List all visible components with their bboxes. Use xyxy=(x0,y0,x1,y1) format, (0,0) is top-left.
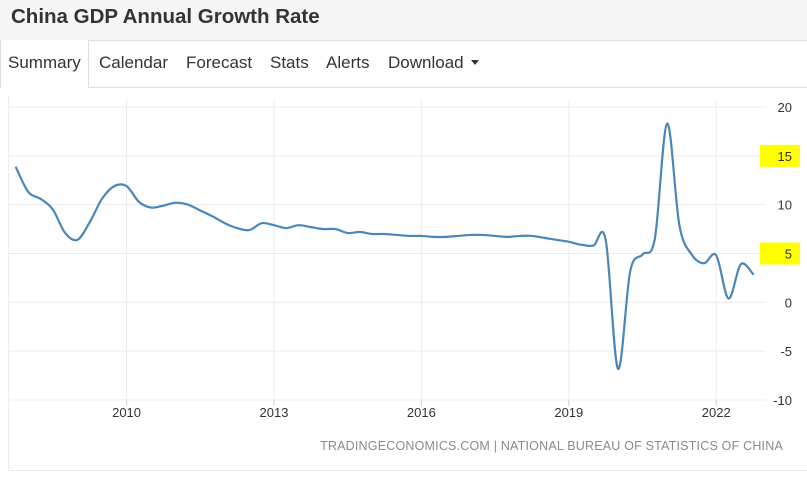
y-tick-highlight xyxy=(760,144,800,167)
tab-forecast-label: Forecast xyxy=(186,53,253,72)
tab-bar-divider xyxy=(0,87,807,88)
y-tick-highlight xyxy=(760,242,800,265)
tab-stats-label: Stats xyxy=(270,53,309,72)
tab-calendar[interactable]: Calendar xyxy=(99,40,168,87)
y-tick-label: 10 xyxy=(778,198,792,213)
tab-alerts[interactable]: Alerts xyxy=(326,40,369,87)
y-tick-label: 5 xyxy=(785,247,792,262)
title-bar: China GDP Annual Growth Rate xyxy=(0,0,807,41)
y-tick-label: 15 xyxy=(778,149,792,164)
chart-source: TRADINGECONOMICS.COM | NATIONAL BUREAU O… xyxy=(320,439,783,453)
tab-summary[interactable]: Summary xyxy=(0,40,89,88)
gdp-growth-series-line xyxy=(14,122,755,370)
x-tick-label: 2022 xyxy=(702,405,731,420)
page-title: China GDP Annual Growth Rate xyxy=(11,5,320,28)
x-tick-label: 2019 xyxy=(554,405,583,420)
x-tick-label: 2013 xyxy=(260,405,289,420)
tab-stats[interactable]: Stats xyxy=(270,40,309,87)
y-tick-label: 0 xyxy=(785,295,792,310)
tab-forecast[interactable]: Forecast xyxy=(186,40,252,87)
chart-panel xyxy=(8,95,807,471)
y-tick-label: 20 xyxy=(778,100,792,115)
tab-download-label: Download xyxy=(388,53,464,72)
caret-down-icon xyxy=(470,60,479,66)
x-tick-label: 2016 xyxy=(407,405,436,420)
tab-alerts-label: Alerts xyxy=(326,53,370,72)
y-tick-label: -10 xyxy=(773,393,792,408)
x-tick-label: 2010 xyxy=(112,405,141,420)
tab-calendar-label: Calendar xyxy=(99,53,168,72)
tab-download[interactable]: Download xyxy=(388,40,479,87)
tab-summary-label: Summary xyxy=(8,53,81,72)
y-tick-label: -5 xyxy=(780,344,792,359)
